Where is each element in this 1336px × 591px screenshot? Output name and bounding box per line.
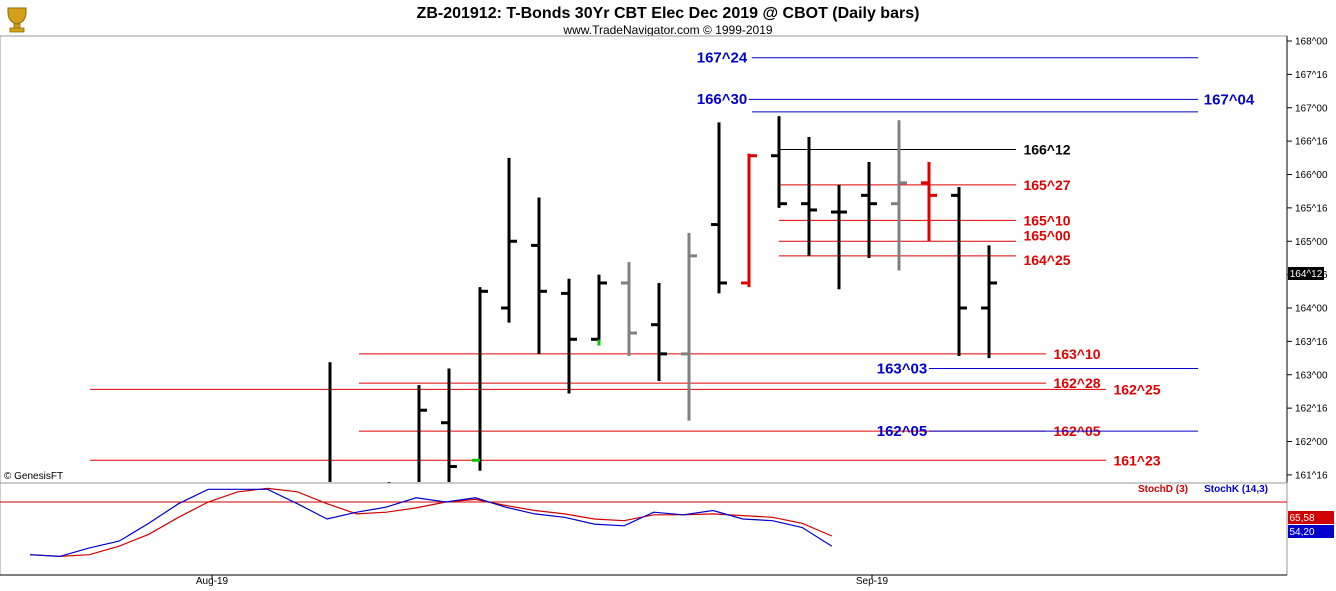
chart-subtitle: www.TradeNavigator.com © 1999-2019	[562, 23, 772, 37]
ohlc-bar	[591, 274, 607, 346]
ohlc-bar	[981, 245, 997, 359]
y-tick-label: 165^16	[1295, 203, 1328, 214]
level-line: 167^04	[749, 91, 1255, 108]
level-label: 165^10	[1023, 212, 1070, 228]
level-line: 162^28	[359, 375, 1101, 391]
level-label: 166^30	[697, 91, 747, 108]
stochk-last-value: 54,20	[1289, 527, 1314, 538]
y-tick-label: 167^16	[1295, 70, 1328, 81]
y-tick-label: 166^16	[1295, 137, 1328, 148]
ohlc-bar	[501, 157, 517, 323]
stochd-last-value: 65,58	[1289, 513, 1314, 524]
level-line: 163^10	[359, 346, 1101, 362]
ohlc-bar	[831, 184, 847, 290]
level-label: 165^00	[1023, 227, 1070, 243]
y-tick-label: 161^16	[1295, 470, 1328, 481]
ohlc-bar	[891, 120, 907, 271]
level-line: 162^05	[877, 423, 1198, 440]
ohlc-bar	[711, 122, 727, 294]
level-lines: 167^24 167^04 166^30 166^12 165^27 165^10165^…	[90, 50, 1255, 468]
stochastic-lines	[29, 487, 833, 558]
y-tick-label: 164^00	[1295, 304, 1328, 315]
level-label: 167^04	[1204, 91, 1255, 108]
stoch-last-values: 65,58 54,20	[1288, 511, 1334, 538]
ohlc-bar	[621, 262, 637, 356]
chart-title: ZB-201912: T-Bonds 30Yr CBT Elec Dec 201…	[417, 5, 920, 22]
last-price-value: 164^12	[1290, 269, 1323, 280]
level-label: 167^24	[697, 50, 748, 67]
y-tick-label: 166^00	[1295, 170, 1328, 181]
level-line: 166^30	[697, 91, 1198, 113]
watermark: © GenesisFT	[4, 471, 63, 482]
trophy-icon	[7, 7, 27, 33]
ohlc-bar	[921, 161, 937, 242]
ohlc-bar	[561, 278, 577, 394]
price-axis: 168^00 167^16 167^00 166^16 166^00 165^16 165^…	[1286, 36, 1328, 575]
logo	[7, 7, 27, 33]
ohlc-bar	[951, 187, 967, 356]
ohlc-bar	[801, 136, 817, 256]
level-label: 162^05	[877, 423, 927, 440]
ohlc-bar	[651, 282, 667, 382]
stoch-series-line	[29, 488, 833, 558]
stoch-series-line	[29, 487, 833, 558]
level-label: 165^27	[1023, 177, 1070, 193]
y-tick-label: 167^00	[1295, 103, 1328, 114]
level-label: 161^23	[1113, 452, 1160, 468]
last-price-badge: 164^12	[1288, 267, 1324, 280]
x-tick-label: Sep-19	[856, 576, 889, 587]
stochastic-panel	[0, 482, 1288, 576]
x-tick-label: Aug-19	[196, 576, 229, 587]
level-line: 161^23	[90, 452, 1161, 468]
legend-stochd: StochD (3)	[1138, 484, 1188, 495]
level-label: 163^03	[877, 360, 927, 377]
y-tick-label: 163^16	[1295, 337, 1328, 348]
ohlc-bar	[771, 116, 787, 208]
y-tick-label: 165^00	[1295, 237, 1328, 248]
level-label: 163^10	[1053, 346, 1100, 362]
ohlc-bars	[328, 116, 997, 488]
level-label: 164^25	[1023, 252, 1070, 268]
level-line: 163^03	[877, 360, 1198, 377]
y-tick-label: 163^00	[1295, 370, 1328, 381]
stoch-legend: StochD (3) StochK (14,3)	[1138, 484, 1268, 495]
level-line: 167^24	[697, 50, 1198, 67]
level-label: 162^25	[1113, 381, 1160, 397]
y-tick-label: 162^16	[1295, 404, 1328, 415]
ohlc-bar	[441, 368, 457, 482]
ohlc-bar	[417, 385, 427, 482]
ohlc-bar	[861, 161, 877, 258]
ohlc-bar	[531, 197, 547, 354]
level-label: 162^28	[1053, 375, 1100, 391]
level-line: 162^25	[90, 381, 1161, 397]
ohlc-bar	[741, 153, 757, 288]
price-panel	[0, 35, 1288, 484]
ohlc-bar	[472, 287, 488, 471]
y-tick-label: 168^00	[1295, 37, 1328, 48]
legend-stochk: StochK (14,3)	[1204, 484, 1268, 495]
ohlc-bar	[681, 232, 697, 421]
date-axis: Aug-19 Sep-19	[0, 574, 1287, 587]
y-tick-label: 162^00	[1295, 437, 1328, 448]
level-label: 166^12	[1023, 141, 1070, 157]
